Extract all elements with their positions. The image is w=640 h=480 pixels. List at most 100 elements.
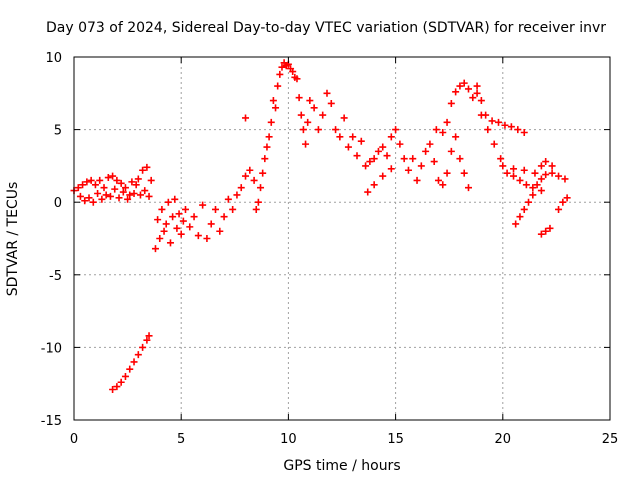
data-point: [102, 191, 110, 199]
data-point: [126, 365, 134, 373]
data-point: [156, 235, 164, 242]
data-point: [166, 239, 174, 247]
data-point: [379, 172, 387, 180]
data-point: [400, 155, 408, 163]
x-tick-label: 25: [602, 432, 619, 447]
data-point: [179, 217, 187, 225]
data-point: [495, 118, 503, 126]
data-point: [173, 224, 181, 232]
data-point: [91, 181, 99, 189]
data-point: [499, 162, 507, 170]
data-point: [224, 195, 232, 203]
data-point: [83, 178, 91, 186]
data-point: [299, 126, 307, 134]
data-point: [147, 176, 155, 184]
data-point: [295, 94, 303, 102]
data-point: [529, 191, 537, 199]
data-point: [477, 97, 485, 105]
data-point: [134, 175, 142, 183]
y-tick-label: -5: [49, 269, 62, 284]
data-point: [510, 172, 518, 180]
data-point: [520, 166, 528, 174]
data-point: [113, 176, 121, 184]
data-point: [154, 216, 162, 224]
data-point: [379, 143, 387, 151]
data-point: [490, 140, 498, 148]
data-point: [242, 172, 250, 180]
data-point: [261, 155, 269, 163]
data-point: [443, 169, 451, 177]
y-tick-label: 0: [54, 196, 62, 211]
data-point: [160, 227, 168, 235]
data-point: [537, 175, 545, 183]
data-point: [81, 197, 89, 205]
data-point: [529, 184, 537, 192]
data-point: [349, 133, 357, 141]
data-point: [503, 169, 511, 177]
data-point: [501, 121, 509, 129]
data-point: [79, 181, 87, 189]
data-point: [136, 191, 144, 199]
data-point: [514, 126, 522, 134]
data-point: [85, 194, 93, 202]
data-point: [525, 198, 533, 206]
data-point: [357, 137, 365, 145]
data-point: [121, 372, 129, 380]
data-point: [104, 174, 112, 182]
data-point: [533, 181, 541, 189]
data-point: [169, 213, 177, 221]
data-point: [319, 111, 327, 119]
data-point: [128, 178, 136, 186]
grid: [74, 57, 610, 420]
data-point: [447, 99, 455, 107]
data-point: [302, 140, 310, 148]
data-point: [434, 176, 442, 184]
data-point: [323, 89, 331, 97]
data-point: [121, 184, 129, 192]
data-point: [561, 175, 569, 183]
data-point: [439, 129, 447, 137]
x-tick-label: 5: [177, 432, 185, 447]
data-point: [404, 166, 412, 174]
data-point: [548, 162, 556, 170]
data-point: [439, 181, 447, 189]
data-point: [106, 192, 114, 200]
data-point: [109, 172, 117, 180]
data-point: [216, 227, 224, 235]
data-point: [190, 213, 198, 221]
data-point: [304, 118, 312, 126]
axis-ticks: 0 5 10 15 20 25 -15 -10 -5 0 5 10: [41, 51, 619, 447]
data-point: [387, 165, 395, 173]
data-point: [117, 179, 125, 187]
data-point: [229, 205, 237, 213]
data-point: [194, 232, 202, 240]
data-point: [370, 155, 378, 163]
data-point: [117, 378, 125, 386]
data-point: [542, 171, 550, 179]
data-point: [464, 85, 472, 93]
data-point: [306, 97, 314, 105]
data-point: [257, 184, 265, 192]
data-point: [542, 158, 550, 166]
data-point: [252, 205, 260, 213]
data-point: [119, 188, 127, 196]
data-point: [364, 188, 372, 196]
data-point: [212, 205, 220, 213]
y-axis-label: SDTVAR / TECUs: [5, 182, 21, 297]
data-point: [512, 220, 520, 228]
data-point: [522, 181, 530, 189]
data-point: [456, 155, 464, 163]
data-point: [289, 68, 297, 76]
data-point: [89, 198, 97, 206]
data-point: [242, 114, 250, 122]
data-point: [254, 198, 262, 206]
data-point: [314, 126, 322, 134]
data-point: [417, 162, 425, 170]
data-point: [87, 176, 95, 184]
data-point: [162, 220, 170, 228]
data-point: [175, 210, 183, 218]
data-point: [293, 75, 301, 83]
data-point: [207, 220, 215, 228]
data-point: [237, 184, 245, 192]
